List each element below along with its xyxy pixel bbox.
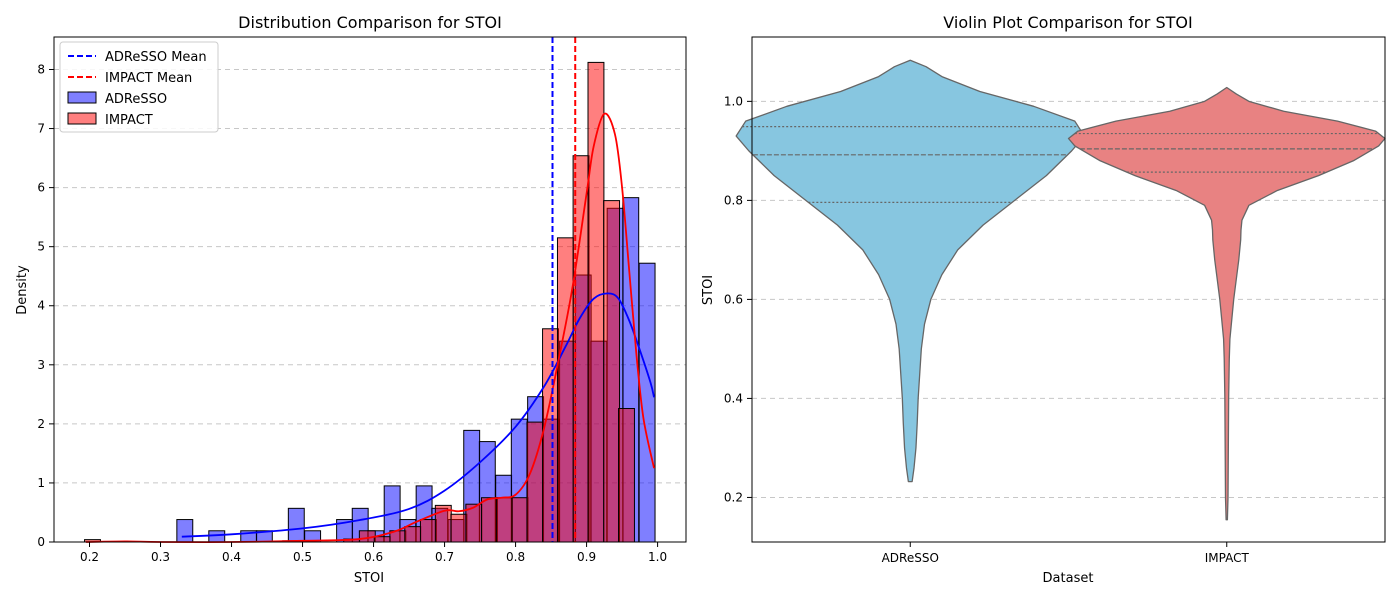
violin-title: Violin Plot Comparison for STOI [943, 13, 1192, 32]
x-tick-label: 0.6 [364, 550, 383, 564]
impact-bar [542, 328, 559, 543]
legend-impact: IMPACT [105, 113, 153, 128]
kde-curves [85, 112, 655, 544]
category-label: ADReSSO [882, 551, 939, 565]
x-tick-label: 0.4 [222, 550, 241, 564]
legend-adresso-swatch [67, 91, 97, 104]
impact-bar [404, 526, 422, 543]
impact-bar [373, 536, 391, 543]
x-tick-label: 0.3 [151, 550, 170, 564]
y-tick-label: 1 [37, 476, 45, 490]
impact-bar [556, 237, 574, 543]
violin-x-label: Dataset [1043, 571, 1094, 586]
violin-y-label: STOI [701, 275, 716, 305]
histogram-panel: Distribution Comparison for STOI 0.2 0.3 0… [15, 13, 687, 586]
adresso-bar [208, 530, 226, 543]
adresso-bar [176, 519, 194, 543]
impact-kde-line [85, 112, 655, 544]
y-tick-label: 6 [37, 181, 45, 195]
category-label: IMPACT [1205, 551, 1250, 565]
violin-panel: Violin Plot Comparison for STOI 0.20.40.… [701, 13, 1386, 586]
violin-gridlines [752, 100, 1385, 498]
y-tick-label: 2 [37, 417, 45, 431]
x-tick-label: 0.9 [577, 550, 596, 564]
impact-bar [511, 497, 529, 543]
x-tick-label: 0.8 [506, 550, 525, 564]
x-tick-label: 0.2 [80, 550, 99, 564]
legend-impact-swatch [67, 112, 97, 125]
adresso-kde-line [181, 292, 655, 538]
x-tick-label: 0.7 [435, 550, 454, 564]
violin-y-tick-label: 0.6 [724, 292, 743, 306]
violin-y-tick-label: 1.0 [724, 94, 743, 108]
histogram-y-label: Density [15, 265, 30, 315]
histogram-frame [53, 36, 687, 543]
impact-violin [1067, 86, 1386, 521]
impact-bar [480, 497, 498, 543]
violins [735, 59, 1386, 521]
legend-adresso-mean: ADReSSO Mean [105, 50, 207, 65]
x-tick-label: 1.0 [648, 550, 667, 564]
legend: ADReSSO Mean IMPACT Mean ADReSSO IMPACT [59, 41, 219, 133]
adresso-violin [735, 59, 1085, 483]
adresso-bar [287, 507, 305, 543]
y-tick-label: 4 [37, 299, 45, 313]
y-tick-label: 0 [37, 535, 45, 549]
histogram-title: Distribution Comparison for STOI [238, 13, 502, 32]
y-tick-label: 5 [37, 240, 45, 254]
violin-axes: 0.2 0.4 0.6 0.8 1.0 ADReSSO IMPACT [724, 36, 1386, 565]
mean-lines [551, 37, 577, 542]
violin-frame [751, 36, 1386, 543]
violin-y-tick-label: 0.8 [724, 193, 743, 207]
legend-adresso: ADReSSO [105, 92, 167, 107]
violin-y-tick-label: 0.4 [724, 391, 743, 405]
violin-y-tick-label: 0.2 [724, 490, 743, 504]
impact-bar [618, 408, 635, 543]
y-tick-label: 8 [37, 62, 45, 76]
impact-bar [419, 519, 437, 543]
histogram-axes: 0.2 0.3 0.4 0.5 0.6 0.7 0.8 0.9 1.0 0 1 2 3 4 5 6 7 8 [37, 36, 687, 564]
impact-bar [603, 200, 621, 543]
legend-box [59, 41, 219, 133]
impact-bar [450, 513, 468, 543]
legend-impact-mean: IMPACT Mean [105, 71, 192, 86]
histogram-x-label: STOI [354, 571, 384, 586]
impact-bar [495, 497, 513, 543]
y-tick-label: 3 [37, 358, 45, 372]
y-tick-label: 7 [37, 122, 45, 136]
x-tick-label: 0.5 [293, 550, 312, 564]
